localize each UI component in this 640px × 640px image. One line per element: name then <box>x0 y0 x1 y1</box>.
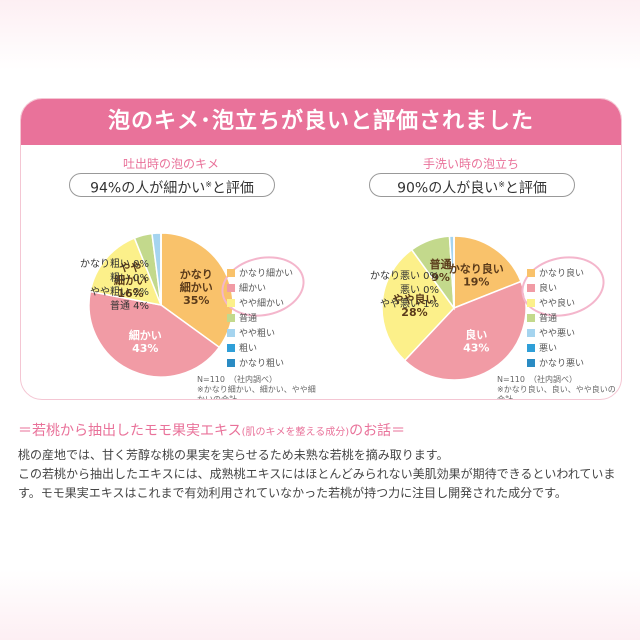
legend-label: 良い <box>539 284 558 294</box>
legend-item: かなり悪い <box>527 355 607 370</box>
banner-title: 泡のキメ･泡立ちが良いと評価されました <box>21 99 621 145</box>
legend-item: かなり良い <box>527 265 607 280</box>
chart-panel-foam-texture: 吐出時の泡のキメ 94%の人が細かい※と評価 かなり細かい 35% 細かい 43% やや… <box>21 153 321 400</box>
slice-data-label: かなり良い 19% <box>449 262 504 289</box>
pie-slice <box>403 280 527 381</box>
slice-data-label: 普通 9% <box>430 257 452 284</box>
footnote: N=110 （社内調べ） ※かなり細かい、細かい、やや細かいの合計 <box>197 375 321 400</box>
paragraph-2: この若桃から抽出したエキスには、成熟桃エキスにはほとんどみられない美肌効果が期待… <box>18 467 616 500</box>
legend-swatch <box>227 358 235 367</box>
legend-item: やや良い <box>527 295 607 310</box>
footnote-detail: ※かなり細かい、細かい、やや細かいの合計 <box>197 385 316 400</box>
small-slice-label: かなり粗い 0% <box>79 259 149 270</box>
legend-item: かなり粗い <box>227 355 307 370</box>
legend-swatch <box>227 268 235 277</box>
slice-data-label: 細かい 43% <box>129 328 162 355</box>
legend-swatch <box>527 343 535 352</box>
legend-swatch <box>227 343 235 352</box>
summary-pill: 90%の人が良い※と評価 <box>369 173 575 197</box>
summary-mark: ※ <box>205 180 212 189</box>
small-slice-label: やや粗い 2% <box>89 287 149 298</box>
chart-panel-lathering: 手洗い時の泡立ち 90%の人が良い※と評価 かなり良い 19% 良い 43% やや良い 2… <box>321 153 621 400</box>
legend-item: 普通 <box>527 310 607 325</box>
legend-label: やや良い <box>539 299 576 309</box>
summary-pill: 94%の人が細かい※と評価 <box>69 173 275 197</box>
legend-label: やや粗い <box>239 329 276 339</box>
pie-chart-lathering: かなり良い 19% 良い 43% やや良い 28% 普通 9% <box>381 235 527 381</box>
legend-label: かなり細かい <box>239 269 294 279</box>
legend-swatch <box>227 328 235 337</box>
paragraph-1: 桃の産地では、甘く芳醇な桃の果実を実らせるため未熟な若桃を摘み取ります。 <box>18 448 449 462</box>
footnote-n: N=110 （社内調べ） <box>197 375 277 384</box>
legend-item: 普通 <box>227 310 307 325</box>
pie-slice <box>381 248 455 362</box>
slice-data-label: やや細かい 16% <box>114 261 147 300</box>
legend-item: やや粗い <box>227 325 307 340</box>
slice-data-label: かなり細かい 35% <box>180 268 213 307</box>
small-slice-label: 悪い 0% <box>399 285 439 296</box>
legend-label: 細かい <box>239 284 267 294</box>
section-title-main: ＝若桃から抽出したモモ果実エキス <box>18 423 242 439</box>
summary-text: 90%の人が良い <box>397 180 499 197</box>
summary-mark: ※ <box>498 180 505 189</box>
section-title-tail: のお話＝ <box>349 423 406 439</box>
section-body: 桃の産地では、甘く芳醇な桃の果実を実らせるため未熟な若桃を摘み取ります。 この若… <box>18 446 622 503</box>
chart-title: 吐出時の泡のキメ <box>122 157 219 171</box>
summary-tail: と評価 <box>504 180 547 197</box>
slice-data-label: やや良い 28% <box>392 292 436 319</box>
legend: かなり良い良いやや良い普通やや悪い悪いかなり悪い <box>527 265 607 370</box>
legend-label: かなり悪い <box>539 359 585 369</box>
footnote-detail: ※かなり良い、良い、やや良いの合計 <box>497 385 616 400</box>
legend-label: 普通 <box>539 314 558 324</box>
footnote: N=110 （社内調べ） ※かなり良い、良い、やや良いの合計 <box>497 375 621 400</box>
pie-slice <box>453 235 522 310</box>
legend-item: やや細かい <box>227 295 307 310</box>
legend: かなり細かい 細かいやや細かい普通やや粗い粗いかなり粗い <box>227 265 307 370</box>
small-slice-label: かなり悪い 0% <box>369 271 439 282</box>
legend-swatch <box>527 328 535 337</box>
legend-item: 良い <box>527 280 607 295</box>
legend-swatch <box>527 268 535 277</box>
legend-label: 粗い <box>239 344 258 354</box>
section-title-small: (肌のキメを整える成分) <box>241 427 350 438</box>
legend-item: やや悪い <box>527 325 607 340</box>
legend-label: 悪い <box>539 344 558 354</box>
small-slice-label: やや悪い 1% <box>379 299 439 310</box>
chart-title: 手洗い時の泡立ち <box>422 157 519 171</box>
legend-swatch <box>227 283 235 292</box>
slice-data-label: 良い 43% <box>463 327 489 354</box>
legend-label: 普通 <box>239 314 258 324</box>
small-slice-label: 粗い 0% <box>109 273 149 284</box>
legend-label: やや細かい <box>239 299 285 309</box>
legend-item: 悪い <box>527 340 607 355</box>
legend-swatch <box>527 358 535 367</box>
legend-label: かなり良い <box>539 269 585 279</box>
small-slice-label: 普通 4% <box>109 301 149 312</box>
legend-item: 粗い <box>227 340 307 355</box>
legend-swatch <box>527 298 535 307</box>
legend-item: 細かい <box>227 280 307 295</box>
summary-tail: と評価 <box>211 180 254 197</box>
legend-label: やや悪い <box>539 329 576 339</box>
legend-label: かなり粗い <box>239 359 285 369</box>
summary-text: 94%の人が細かい <box>90 180 206 197</box>
legend-item: かなり細かい <box>227 265 307 280</box>
survey-card: 泡のキメ･泡立ちが良いと評価されました 吐出時の泡のキメ 94%の人が細かい※と… <box>20 98 622 400</box>
legend-swatch <box>227 298 235 307</box>
pie-chart-foam-texture: かなり細かい 35% 細かい 43% やや細かい 16% <box>88 232 234 378</box>
legend-swatch <box>227 313 235 322</box>
section-title: ＝若桃から抽出したモモ果実エキス(肌のキメを整える成分)のお話＝ <box>18 420 405 440</box>
legend-swatch <box>527 313 535 322</box>
legend-swatch <box>527 283 535 292</box>
pie-slice <box>89 237 163 306</box>
footnote-n: N=110 （社内調べ） <box>497 375 577 384</box>
pie-slice <box>88 290 221 378</box>
